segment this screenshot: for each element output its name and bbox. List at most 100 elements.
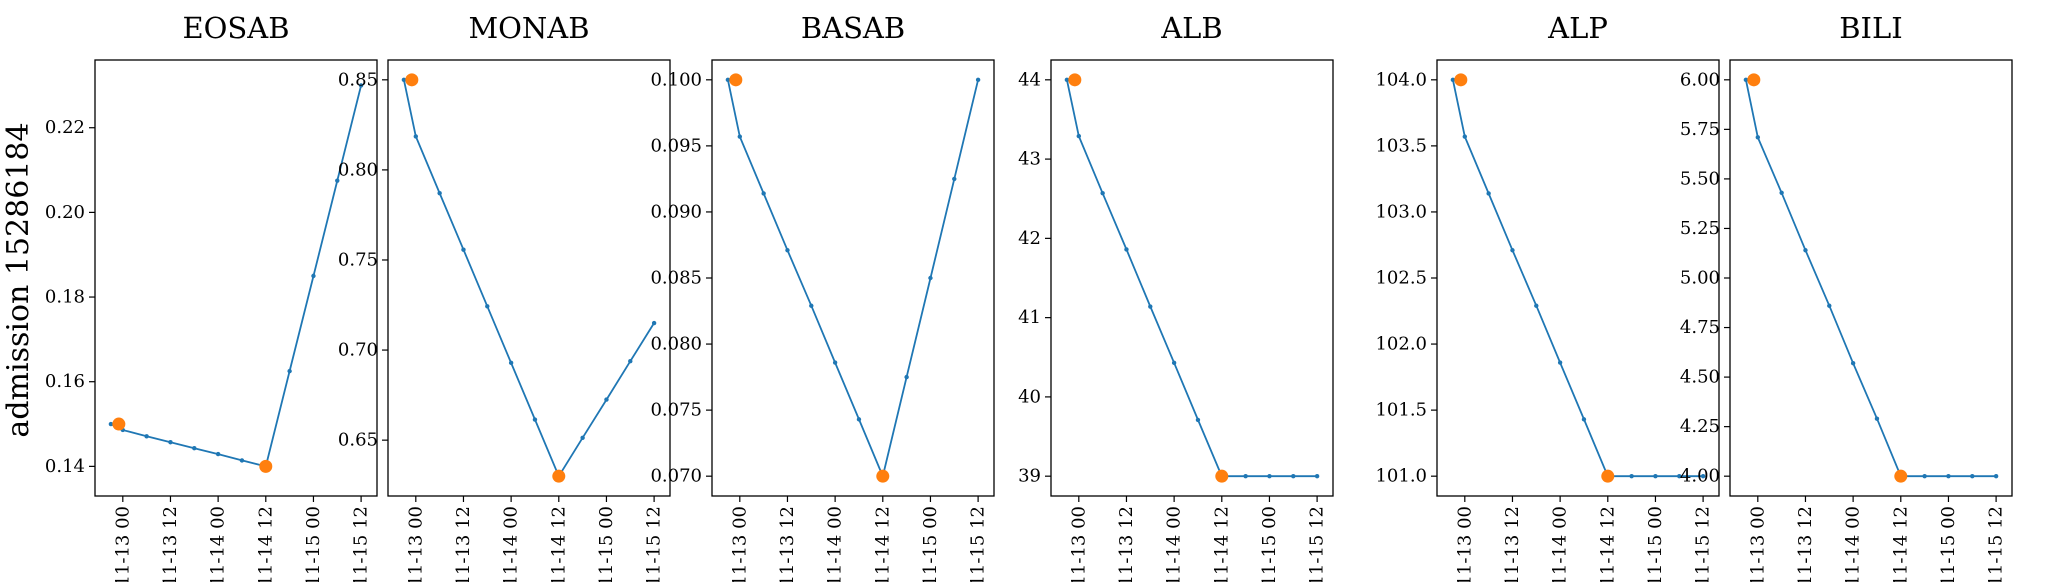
y-tick-label: 104.0 <box>1375 69 1427 90</box>
x-tick-label: 11-14 12 <box>1211 506 1232 582</box>
chart-title: BASAB <box>801 11 905 45</box>
data-point <box>1243 473 1248 479</box>
series-line <box>727 79 979 480</box>
plot-area <box>1436 59 1720 497</box>
y-tick-label: 0.75 <box>338 249 378 270</box>
y-tick-label: 40 <box>1018 386 1041 407</box>
x-tick-label: 11-13 00 <box>1454 506 1475 582</box>
plot-area <box>1729 59 2013 497</box>
data-point <box>1629 473 1634 479</box>
y-tick-label: 0.090 <box>650 201 702 222</box>
data-point <box>904 374 909 380</box>
data-point <box>725 77 731 83</box>
y-tick-label: 0.100 <box>650 69 702 90</box>
x-tick-label: 11-15 12 <box>968 506 989 582</box>
x-tick-label: 11-14 00 <box>825 506 846 582</box>
data-point <box>1148 304 1153 309</box>
x-tick-label: 11-14 12 <box>1597 506 1618 582</box>
data-point <box>1993 473 1999 479</box>
data-point <box>628 359 633 364</box>
series-line <box>1066 79 1318 478</box>
x-tick-label: 11-13 12 <box>777 506 798 582</box>
row-label: admission 15286184 <box>1 122 36 437</box>
x-tick-label: 11-15 12 <box>351 506 372 582</box>
data-point <box>311 273 316 279</box>
data-point <box>144 434 149 439</box>
highlight-point <box>552 469 566 483</box>
x-tick-label: 11-15 12 <box>1307 506 1328 582</box>
y-tick-label: 5.50 <box>1680 168 1720 189</box>
y-tick-label: 39 <box>1018 466 1041 487</box>
chart-title: MONAB <box>468 11 589 45</box>
x-tick-label: 11-14 00 <box>208 506 229 582</box>
x-tick-label: 11-13 00 <box>1747 506 1768 582</box>
x-tick-label: 11-14 00 <box>1164 506 1185 582</box>
data-point <box>1827 303 1832 308</box>
y-tick-label: 5.00 <box>1680 268 1720 289</box>
highlight-point <box>1068 73 1082 87</box>
chart-panel-eosab: EOSAB 0.14 0.16 0.18 0.20 0.22 11-13 00 11-13 1… <box>45 11 378 582</box>
x-tick-label: 11-14 12 <box>255 506 276 582</box>
y-tick-label: 0.65 <box>338 430 378 451</box>
x-tick-label: 11-13 12 <box>1502 506 1523 582</box>
x-tick-label: 11-13 12 <box>1795 506 1816 582</box>
x-tick-label: 11-13 00 <box>405 506 426 582</box>
y-tick-label: 5.25 <box>1680 218 1720 239</box>
y-tick-label: 0.070 <box>650 466 702 487</box>
plot-area <box>1050 59 1334 497</box>
data-point <box>108 421 114 427</box>
data-point <box>1677 473 1682 479</box>
highlight-point <box>1894 469 1908 483</box>
data-point <box>1314 473 1320 479</box>
data-point <box>1874 416 1880 421</box>
data-point <box>215 451 221 457</box>
data-point <box>401 77 407 83</box>
chart-panel-alb: ALB 39 40 41 42 43 44 11-13 00 11-13 12 11-14 00 1… <box>1018 11 1334 582</box>
data-point <box>1743 77 1749 83</box>
data-point <box>239 458 245 463</box>
y-tick-label: 0.85 <box>338 69 378 90</box>
data-point <box>952 176 957 182</box>
data-point <box>532 417 538 422</box>
x-tick-label: 11-14 12 <box>1890 506 1911 582</box>
data-point <box>1922 473 1927 479</box>
x-tick-label: 11-14 12 <box>872 506 893 582</box>
y-tick-label: 0.075 <box>650 400 702 421</box>
y-tick-label: 103.0 <box>1375 201 1427 222</box>
data-point <box>1946 473 1951 479</box>
data-point <box>1850 361 1856 366</box>
data-point <box>1700 473 1706 479</box>
y-tick-label: 0.70 <box>338 340 378 361</box>
y-tick-label: 44 <box>1018 69 1041 90</box>
y-tick-label: 102.5 <box>1375 268 1427 289</box>
plot-area <box>711 59 995 497</box>
x-tick-label: 11-15 12 <box>1693 506 1714 582</box>
x-tick-label: 11-15 00 <box>1259 506 1280 582</box>
data-point <box>1462 134 1468 139</box>
y-tick-label: 41 <box>1018 307 1041 328</box>
data-point <box>1755 135 1761 140</box>
chart-title: BILI <box>1839 11 1902 45</box>
data-point <box>1267 473 1272 479</box>
x-tick-label: 11-14 00 <box>501 506 522 582</box>
y-tick-label: 102.0 <box>1375 334 1427 355</box>
x-tick-label: 11-14 00 <box>1843 506 1864 582</box>
x-tick-label: 11-13 12 <box>1116 506 1137 582</box>
data-point <box>928 275 933 281</box>
chart-title: EOSAB <box>182 11 289 45</box>
data-point <box>287 368 292 374</box>
x-tick-label: 11-13 00 <box>729 506 750 582</box>
y-tick-label: 0.14 <box>45 456 85 477</box>
y-tick-label: 0.095 <box>650 135 702 156</box>
x-tick-label: 11-14 12 <box>548 506 569 582</box>
data-point <box>1100 190 1105 196</box>
highlight-point <box>259 459 273 473</box>
y-tick-label: 101.5 <box>1375 400 1427 421</box>
y-tick-label: 0.080 <box>650 334 702 355</box>
x-tick-label: 11-15 12 <box>644 506 665 582</box>
highlight-point <box>1747 73 1761 87</box>
data-point <box>1557 360 1563 365</box>
highlight-point <box>112 417 126 431</box>
data-point <box>413 134 419 139</box>
